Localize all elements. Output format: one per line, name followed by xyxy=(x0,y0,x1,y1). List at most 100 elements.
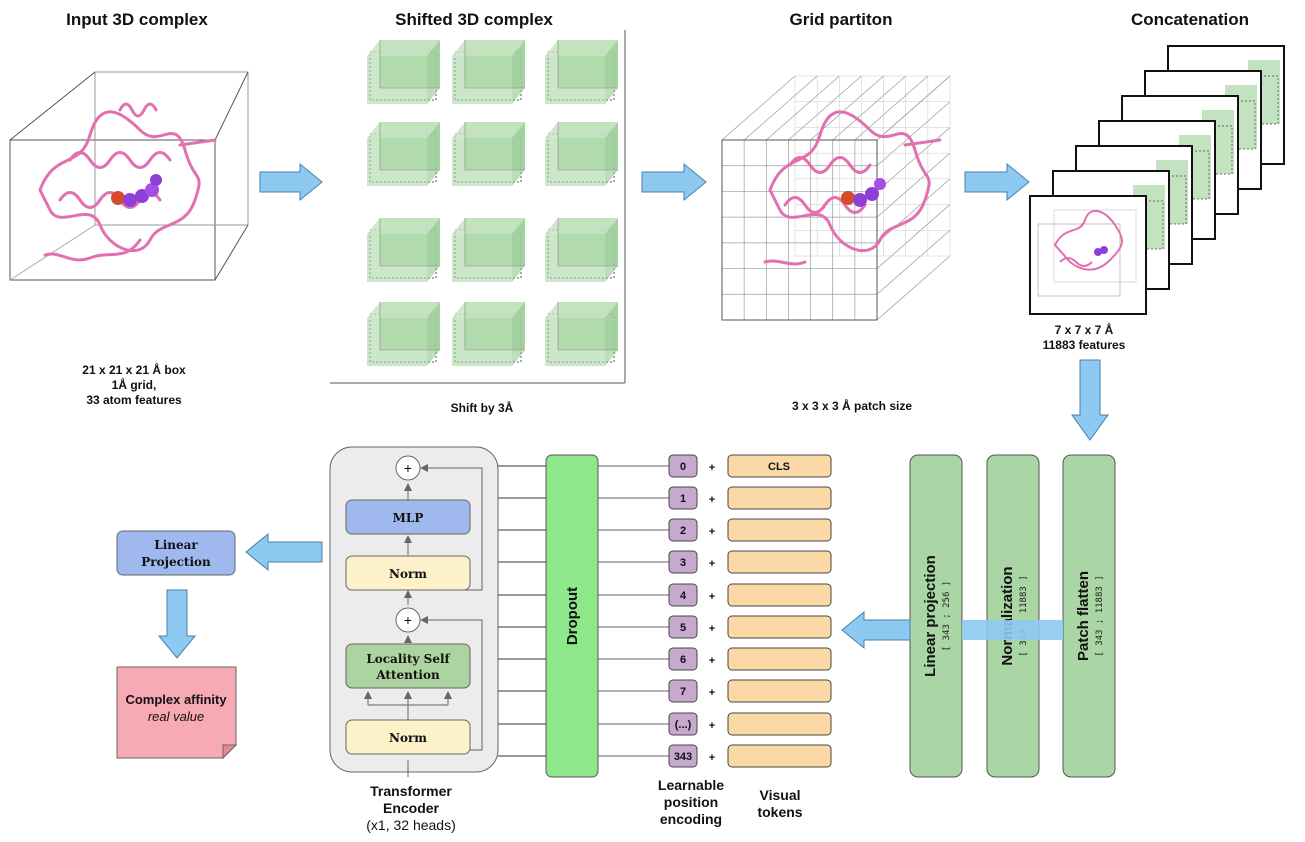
position-token-label: 2 xyxy=(680,525,686,537)
affinity-line1: Complex affinity xyxy=(125,692,227,707)
plus-sign: + xyxy=(709,687,715,699)
shifted-panel xyxy=(330,30,626,384)
visual-token xyxy=(727,550,832,574)
shifted-cube-10 xyxy=(452,302,525,366)
position-token-label: 0 xyxy=(680,461,686,473)
position-token xyxy=(668,679,698,703)
visual-token xyxy=(727,454,832,478)
shifted-cube-2 xyxy=(545,40,618,104)
position-token-label: 3 xyxy=(680,557,686,569)
position-token-label: 343 xyxy=(674,751,692,763)
token-row-5: 5 + xyxy=(598,615,832,639)
position-token xyxy=(668,712,698,736)
title-shifted-3d-complex: Shifted 3D complex xyxy=(395,10,553,29)
linear-projection-output-block xyxy=(116,530,236,576)
visual-token xyxy=(727,744,832,768)
plus-sign: + xyxy=(709,720,715,732)
concatenation-stack xyxy=(1029,45,1285,315)
arrow-encoder-to-linear xyxy=(245,532,323,572)
plus-sign: + xyxy=(709,655,715,667)
encoder-label-line2: Encoder xyxy=(383,800,440,816)
patch-flatten-block: Patch flatten [ 343 ; 11883 ] xyxy=(1062,454,1116,778)
linear-projection-dims: [ 343 ; 256 ] xyxy=(942,581,952,651)
visual-token xyxy=(727,518,832,542)
arrow-concat-to-flatten xyxy=(1071,359,1109,441)
concat-front-protein-icon xyxy=(1053,210,1123,271)
linear-output-line1: Linear xyxy=(154,538,198,552)
visual-token xyxy=(727,583,832,607)
position-token-label: 4 xyxy=(680,590,687,602)
position-token xyxy=(668,454,698,478)
position-token xyxy=(668,615,698,639)
title-concatenation: Concatenation xyxy=(1131,10,1249,29)
plus-sign: + xyxy=(709,558,715,570)
residual-add-bottom-symbol: + xyxy=(404,612,412,628)
token-row-7: 7 + xyxy=(598,679,832,703)
encoder-input-lines xyxy=(498,465,546,757)
plus-sign: + xyxy=(709,494,715,506)
normalization-dims: [ 343 ; 11883 ] xyxy=(1019,575,1029,656)
locality-attention-block xyxy=(345,643,471,689)
mlp-block xyxy=(345,499,471,535)
residual-add-top xyxy=(395,455,421,481)
affinity-line2: real value xyxy=(148,709,204,724)
position-token-label: 5 xyxy=(680,622,686,634)
shifted-cube-3 xyxy=(367,122,440,186)
linear-output-line2: Projection xyxy=(141,555,211,569)
protein-structure-icon xyxy=(38,102,217,262)
position-token xyxy=(668,486,698,510)
norm-top-label: Norm xyxy=(389,567,427,581)
shifted-cube-6 xyxy=(367,218,440,282)
position-token xyxy=(668,583,698,607)
shifted-cube-5 xyxy=(545,122,618,186)
encoder-label-line3: (x1, 32 heads) xyxy=(366,817,456,833)
visual-token xyxy=(727,647,832,671)
token-row-3: 3 + xyxy=(598,550,832,574)
arrow-projection-to-tokens xyxy=(841,610,911,650)
linear-projection-block: Linear projection [ 343 ; 256 ] xyxy=(909,454,963,778)
title-input-3d-complex: Input 3D complex xyxy=(66,10,208,29)
norm-bottom-block xyxy=(345,719,471,755)
position-label-line2: position xyxy=(664,794,718,810)
position-token xyxy=(668,647,698,671)
plus-sign: + xyxy=(709,591,715,603)
cls-token-label: CLS xyxy=(768,461,790,473)
shifted-cube-1 xyxy=(452,40,525,104)
position-token-label: 1 xyxy=(680,493,686,505)
position-token-label: 6 xyxy=(680,654,686,666)
visual-label-line1: Visual xyxy=(760,787,801,803)
ligand-icon xyxy=(111,174,162,207)
attention-label-line2: Attention xyxy=(375,668,440,682)
token-row-0: 0 + CLS xyxy=(598,454,832,478)
normalization-label: Normalization xyxy=(999,566,1016,665)
visual-token xyxy=(727,615,832,639)
input-caption-line1: 21 x 21 x 21 Å box xyxy=(82,362,186,377)
input-caption-line2: 1Å grid, xyxy=(112,377,157,392)
shifted-cube-11 xyxy=(545,302,618,366)
visual-token xyxy=(727,712,832,736)
position-label-line3: encoding xyxy=(660,811,722,827)
arrow-input-to-shifted xyxy=(259,162,323,202)
position-token xyxy=(668,550,698,574)
arrow-grid-to-concat xyxy=(964,162,1030,202)
position-token xyxy=(668,744,698,768)
concat-caption-line1: 7 x 7 x 7 Å xyxy=(1055,322,1114,337)
dropout-label: Dropout xyxy=(564,587,581,645)
norm-bottom-label: Norm xyxy=(389,731,427,745)
concat-caption-line2: 11883 features xyxy=(1043,338,1126,352)
patch-flatten-dims: [ 343 ; 11883 ] xyxy=(1095,575,1105,656)
token-row-2: 2 + xyxy=(598,518,832,542)
visual-token xyxy=(727,679,832,703)
position-token-label: 7 xyxy=(680,686,686,698)
arrow-linear-to-affinity xyxy=(157,589,197,659)
visual-label-line2: tokens xyxy=(757,804,802,820)
residual-add-bottom xyxy=(395,607,421,633)
transformer-encoder: + MLP Norm + Locality Self Attention Nor… xyxy=(329,446,499,777)
visual-token xyxy=(727,486,832,510)
complex-affinity-note: Complex affinity real value xyxy=(116,666,238,760)
shifted-cube-0 xyxy=(367,40,440,104)
pipeline-connector xyxy=(962,620,1063,640)
shifted-cube-9 xyxy=(367,302,440,366)
